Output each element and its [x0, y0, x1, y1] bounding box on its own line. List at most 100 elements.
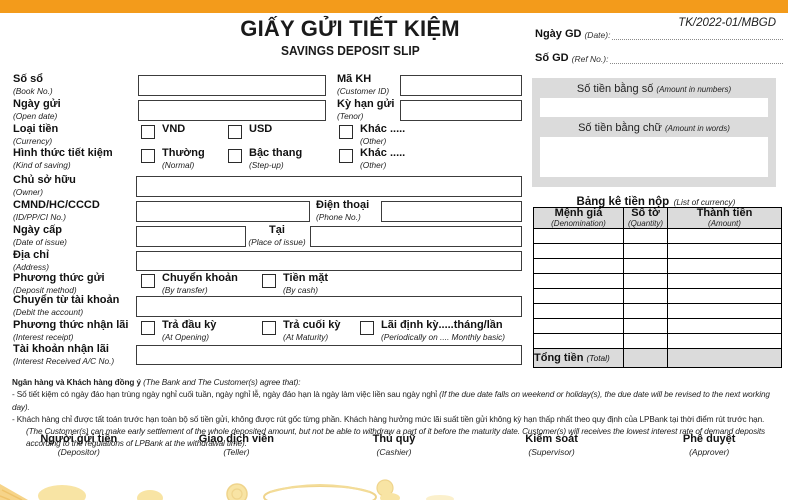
currency-table: Mệnh giá (Denomination) Số tờ (Quantity)… — [533, 207, 782, 368]
txn-ref-field[interactable] — [610, 52, 783, 64]
signature-cashier: Thủ quỹ (Cashier) — [372, 433, 416, 457]
amount-cell[interactable] — [667, 287, 782, 304]
deposit-method-label: Phương thức gửi (Deposit method) — [13, 272, 105, 295]
table-row — [533, 287, 782, 304]
issue-date-input[interactable] — [136, 226, 246, 247]
interest-option-periodic: Lãi định kỳ.....tháng/lần (Periodically … — [360, 319, 505, 341]
total-amount-cell[interactable] — [667, 347, 782, 368]
id-no-label: CMND/HC/CCCD (ID/PP/CI No.) — [13, 199, 100, 222]
owner-label: Chủ sở hữu (Owner) — [13, 174, 76, 197]
table-row — [533, 242, 782, 259]
transfer-checkbox[interactable] — [141, 274, 155, 288]
amount-cell[interactable] — [667, 227, 782, 244]
issue-place-input[interactable] — [310, 226, 522, 247]
saving-other-checkbox[interactable] — [339, 149, 353, 163]
amount-cell[interactable] — [667, 242, 782, 259]
amount-words-label: Số tiền bằng chữ (Amount in words) — [578, 122, 730, 134]
form-title: GIẤY GỬI TIẾT KIỆM SAVINGS DEPOSIT SLIP — [160, 16, 540, 60]
denomination-cell[interactable] — [533, 302, 624, 319]
interest-option-opening: Trả đầu kỳ (At Opening) — [141, 319, 216, 341]
denomination-cell[interactable] — [533, 272, 624, 289]
col-quantity: Số tờ (Quantity) — [623, 207, 668, 229]
total-quantity-cell[interactable] — [623, 347, 668, 368]
book-no-input[interactable] — [138, 75, 326, 96]
customer-id-input[interactable] — [400, 75, 522, 96]
saving-option-stepup: Bậc thang (Step-up) — [228, 147, 302, 169]
table-row — [533, 332, 782, 349]
table-row — [533, 272, 782, 289]
denomination-cell[interactable] — [533, 287, 624, 304]
phone-input[interactable] — [381, 201, 522, 222]
table-row — [533, 317, 782, 334]
quantity-cell[interactable] — [623, 317, 668, 334]
usd-checkbox[interactable] — [228, 125, 242, 139]
address-label: Địa chỉ (Address) — [13, 249, 50, 272]
quantity-cell[interactable] — [623, 332, 668, 349]
amount-numbers-input[interactable] — [540, 98, 768, 117]
table-row — [533, 227, 782, 244]
cash-checkbox[interactable] — [262, 274, 276, 288]
col-amount: Thành tiền (Amount) — [667, 207, 782, 229]
signature-teller: Giao dịch viên (Teller) — [198, 433, 274, 457]
denomination-cell[interactable] — [533, 332, 624, 349]
amount-cell[interactable] — [667, 317, 782, 334]
issue-date-label: Ngày cấp (Date of issue) — [13, 224, 67, 247]
address-input[interactable] — [136, 251, 522, 271]
kind-of-saving-label: Hình thức tiết kiệm (Kind of saving) — [13, 147, 113, 170]
at-maturity-checkbox[interactable] — [262, 321, 276, 335]
currency-option-usd: USD — [228, 123, 272, 139]
quantity-cell[interactable] — [623, 272, 668, 289]
txn-date-row: Ngày GD (Date): — [535, 28, 783, 40]
signature-depositor: Người gửi tiền (Depositor) — [40, 433, 118, 457]
currency-other-checkbox[interactable] — [339, 125, 353, 139]
saving-option-other: Khác ..... (Other) — [339, 147, 405, 169]
currency-label: Loại tiền (Currency) — [13, 123, 59, 146]
denomination-cell[interactable] — [533, 317, 624, 334]
open-date-input[interactable] — [138, 100, 326, 121]
book-no-label: Số sổ (Book No.) — [13, 73, 53, 96]
amount-panel: Số tiền bằng số (Amount in numbers) Số t… — [532, 78, 776, 187]
issue-place-label: Tại (Place of issue) — [248, 224, 306, 247]
normal-checkbox[interactable] — [141, 149, 155, 163]
signature-row: Người gửi tiền (Depositor) Giao dịch viên… — [0, 433, 788, 457]
form-code: TK/2022-01/MBGD — [678, 17, 776, 29]
denomination-cell[interactable] — [533, 227, 624, 244]
currency-table-title: Bảng kê tiền nộp (List of currency) — [576, 196, 736, 208]
owner-input[interactable] — [136, 176, 522, 197]
page-title: GIẤY GỬI TIẾT KIỆM — [240, 16, 460, 41]
quantity-cell[interactable] — [623, 242, 668, 259]
amount-words-input[interactable] — [540, 137, 768, 177]
quantity-cell[interactable] — [623, 287, 668, 304]
amount-cell[interactable] — [667, 302, 782, 319]
amount-cell[interactable] — [667, 257, 782, 274]
vnd-checkbox[interactable] — [141, 125, 155, 139]
table-row — [533, 302, 782, 319]
denomination-cell[interactable] — [533, 242, 624, 259]
txn-date-field[interactable] — [612, 28, 783, 40]
amount-cell[interactable] — [667, 332, 782, 349]
amount-cell[interactable] — [667, 272, 782, 289]
customer-id-label: Mã KH (Customer ID) — [337, 73, 390, 96]
top-accent-bar — [0, 0, 788, 13]
tenor-input[interactable] — [400, 100, 522, 121]
stepup-checkbox[interactable] — [228, 149, 242, 163]
txn-ref-label: Số GD — [535, 52, 569, 64]
phone-label: Điện thoại (Phone No.) — [316, 199, 370, 222]
agreement-text: Ngân hàng và Khách hàng đồng ý (The Bank… — [12, 378, 770, 449]
id-no-input[interactable] — [136, 201, 310, 222]
quantity-cell[interactable] — [623, 257, 668, 274]
quantity-cell[interactable] — [623, 227, 668, 244]
interest-option-maturity: Trả cuối kỳ (At Maturity) — [262, 319, 340, 341]
open-date-label: Ngày gửi (Open date) — [13, 98, 61, 121]
page-subtitle: SAVINGS DEPOSIT SLIP — [280, 43, 420, 58]
denomination-cell[interactable] — [533, 257, 624, 274]
at-opening-checkbox[interactable] — [141, 321, 155, 335]
currency-table-header: Mệnh giá (Denomination) Số tờ (Quantity)… — [533, 207, 782, 229]
interest-account-input[interactable] — [136, 345, 522, 365]
total-row: Tổng tiền (Total) — [533, 347, 782, 368]
debit-account-input[interactable] — [136, 296, 522, 317]
periodic-checkbox[interactable] — [360, 321, 374, 335]
txn-date-label: Ngày GD — [535, 28, 582, 40]
quantity-cell[interactable] — [623, 302, 668, 319]
